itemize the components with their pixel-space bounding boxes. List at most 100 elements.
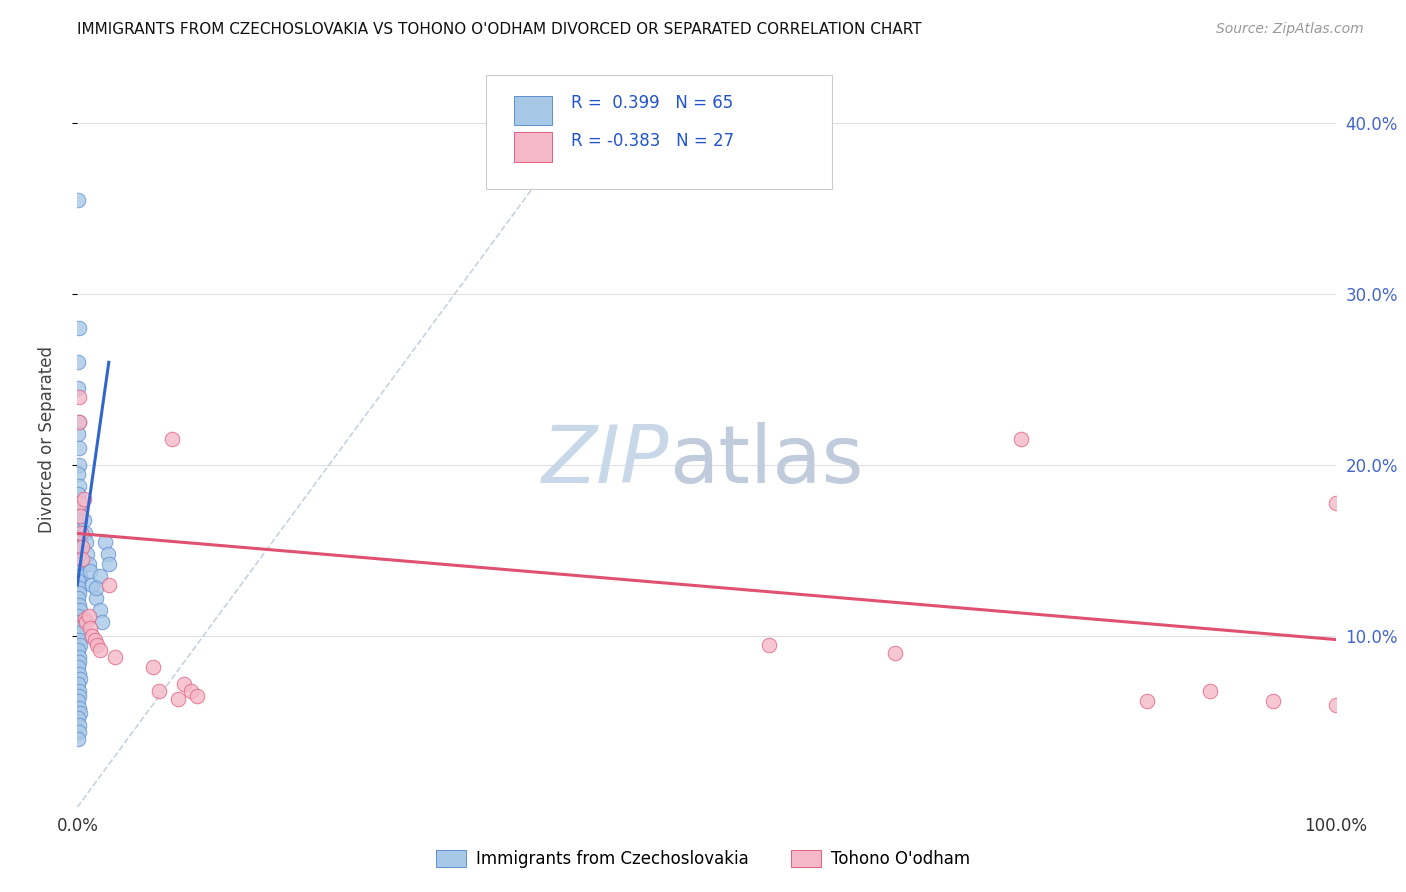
Point xyxy=(79,564,101,578)
Point xyxy=(180,684,202,698)
Point xyxy=(73,526,96,541)
Point xyxy=(173,677,195,691)
Point xyxy=(67,655,90,669)
Point xyxy=(67,321,90,335)
Point xyxy=(67,487,90,501)
Point xyxy=(67,581,90,595)
Point xyxy=(66,591,89,606)
Point xyxy=(67,608,90,623)
Point xyxy=(69,569,91,583)
Point xyxy=(66,660,89,674)
Point xyxy=(67,711,90,725)
Point xyxy=(69,603,91,617)
Point xyxy=(67,390,90,404)
Point xyxy=(67,689,90,703)
Point xyxy=(89,642,111,657)
Point xyxy=(67,564,90,578)
Point xyxy=(758,638,780,652)
Point xyxy=(67,495,90,509)
Point xyxy=(77,608,100,623)
Point xyxy=(89,603,111,617)
Point xyxy=(167,692,190,706)
Point xyxy=(67,718,90,732)
Point xyxy=(76,547,98,561)
Point xyxy=(89,569,111,583)
Point xyxy=(69,535,91,549)
Point xyxy=(142,660,165,674)
Point xyxy=(84,632,107,647)
Point xyxy=(67,725,90,739)
Point xyxy=(94,535,117,549)
FancyBboxPatch shape xyxy=(515,95,551,125)
Point xyxy=(67,458,90,472)
Point xyxy=(86,638,108,652)
Point xyxy=(79,621,101,635)
Point xyxy=(67,684,90,698)
Point xyxy=(70,540,93,554)
Point xyxy=(67,540,90,554)
Point xyxy=(66,694,89,708)
FancyBboxPatch shape xyxy=(486,75,832,189)
Point xyxy=(67,552,90,566)
Text: atlas: atlas xyxy=(669,423,863,500)
Point xyxy=(66,193,89,207)
Point xyxy=(67,701,90,715)
Point xyxy=(67,599,90,613)
Point xyxy=(160,432,183,446)
Point xyxy=(67,415,90,429)
Point xyxy=(70,526,93,541)
Point xyxy=(75,615,97,630)
Point xyxy=(84,581,107,595)
Point xyxy=(82,629,104,643)
Point xyxy=(77,558,100,572)
Point xyxy=(72,513,94,527)
Point xyxy=(97,578,120,592)
Point xyxy=(67,621,90,635)
Point xyxy=(66,467,89,481)
Text: IMMIGRANTS FROM CZECHOSLOVAKIA VS TOHONO O'ODHAM DIVORCED OR SEPARATED CORRELATI: IMMIGRANTS FROM CZECHOSLOVAKIA VS TOHONO… xyxy=(77,22,922,37)
Point xyxy=(66,521,89,535)
Point xyxy=(82,578,104,592)
Point xyxy=(84,591,107,606)
Point xyxy=(67,649,90,664)
FancyBboxPatch shape xyxy=(515,132,551,161)
Point xyxy=(67,355,90,369)
Point xyxy=(73,612,96,626)
Point xyxy=(67,574,90,589)
Point xyxy=(72,552,94,566)
Point xyxy=(66,558,89,572)
Point xyxy=(69,509,91,524)
Point xyxy=(67,586,90,600)
Text: R = -0.383   N = 27: R = -0.383 N = 27 xyxy=(571,132,734,150)
Point xyxy=(69,638,91,652)
Point xyxy=(69,672,91,686)
Text: ZIP: ZIP xyxy=(541,423,669,500)
Point xyxy=(66,731,89,746)
Point xyxy=(1324,495,1347,509)
Point xyxy=(97,558,120,572)
Point xyxy=(67,427,90,442)
Point xyxy=(1010,432,1032,446)
Point xyxy=(96,547,118,561)
Point xyxy=(1199,684,1222,698)
Point xyxy=(91,615,114,630)
Point xyxy=(67,415,90,429)
Point xyxy=(67,632,90,647)
Point xyxy=(66,625,89,640)
Point xyxy=(67,666,90,681)
Y-axis label: Divorced or Separated: Divorced or Separated xyxy=(38,346,56,533)
Point xyxy=(148,684,170,698)
Text: Source: ZipAtlas.com: Source: ZipAtlas.com xyxy=(1216,22,1364,37)
Point xyxy=(67,530,90,544)
Legend: Immigrants from Czechoslovakia, Tohono O'odham: Immigrants from Czechoslovakia, Tohono O… xyxy=(430,843,976,875)
Point xyxy=(67,615,90,630)
Point xyxy=(67,513,90,527)
Point xyxy=(69,495,91,509)
Point xyxy=(67,547,90,561)
Point xyxy=(72,492,94,507)
Point xyxy=(1136,694,1159,708)
Text: R =  0.399   N = 65: R = 0.399 N = 65 xyxy=(571,94,733,112)
Point xyxy=(884,646,907,660)
Point xyxy=(67,677,90,691)
Point xyxy=(75,535,97,549)
